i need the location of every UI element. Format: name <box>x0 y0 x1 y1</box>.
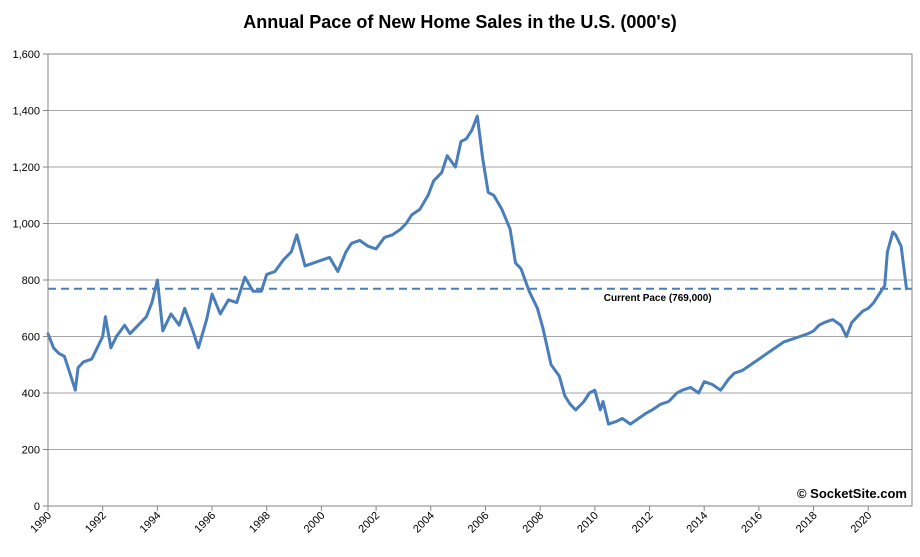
x-tick-label: 1992 <box>83 510 109 536</box>
x-tick-label: 1994 <box>138 510 164 536</box>
x-tick-label: 1990 <box>28 510 54 536</box>
y-tick-label: 600 <box>22 332 40 344</box>
x-tick-label: 2000 <box>302 510 328 536</box>
x-tick-label: 1996 <box>192 510 218 536</box>
x-tick-label: 2012 <box>630 510 656 536</box>
watermark-text: © SocketSite.com <box>796 486 907 501</box>
sales-series-line <box>46 114 908 426</box>
x-tick-label: 2016 <box>739 510 765 536</box>
y-tick-label: 800 <box>22 275 40 287</box>
x-tick-label: 2004 <box>411 510 437 536</box>
series-layer <box>46 114 908 426</box>
x-tick-label: 1998 <box>247 510 273 536</box>
x-tick-label: 2008 <box>520 510 546 536</box>
grid-layer <box>48 53 912 450</box>
x-tick-label: 2014 <box>685 510 711 536</box>
y-tick-label: 0 <box>34 501 40 513</box>
y-tick-label: 1,000 <box>12 219 40 231</box>
current-pace-annotation: Current Pace (769,000) <box>604 293 712 304</box>
y-tick-label: 400 <box>22 388 40 400</box>
tick-label-layer: 0 200 400 600 800 1,000 1,200 1,400 1,600 1990 199… <box>12 49 874 535</box>
y-tick-label: 1,200 <box>12 162 40 174</box>
x-tick-label: 2018 <box>794 510 820 536</box>
annotation-layer: Current Pace (769,000) <box>604 293 712 304</box>
y-tick-label: 1,400 <box>12 106 40 118</box>
y-tick-label: 1,600 <box>12 49 40 61</box>
x-tick-label: 2020 <box>849 510 875 536</box>
axis-layer <box>43 53 913 511</box>
chart-title: Annual Pace of New Home Sales in the U.S… <box>243 12 677 32</box>
x-tick-label: 2002 <box>356 510 382 536</box>
x-tick-label: 2006 <box>466 510 492 536</box>
x-tick-label: 2010 <box>575 510 601 536</box>
y-tick-label: 200 <box>22 445 40 457</box>
